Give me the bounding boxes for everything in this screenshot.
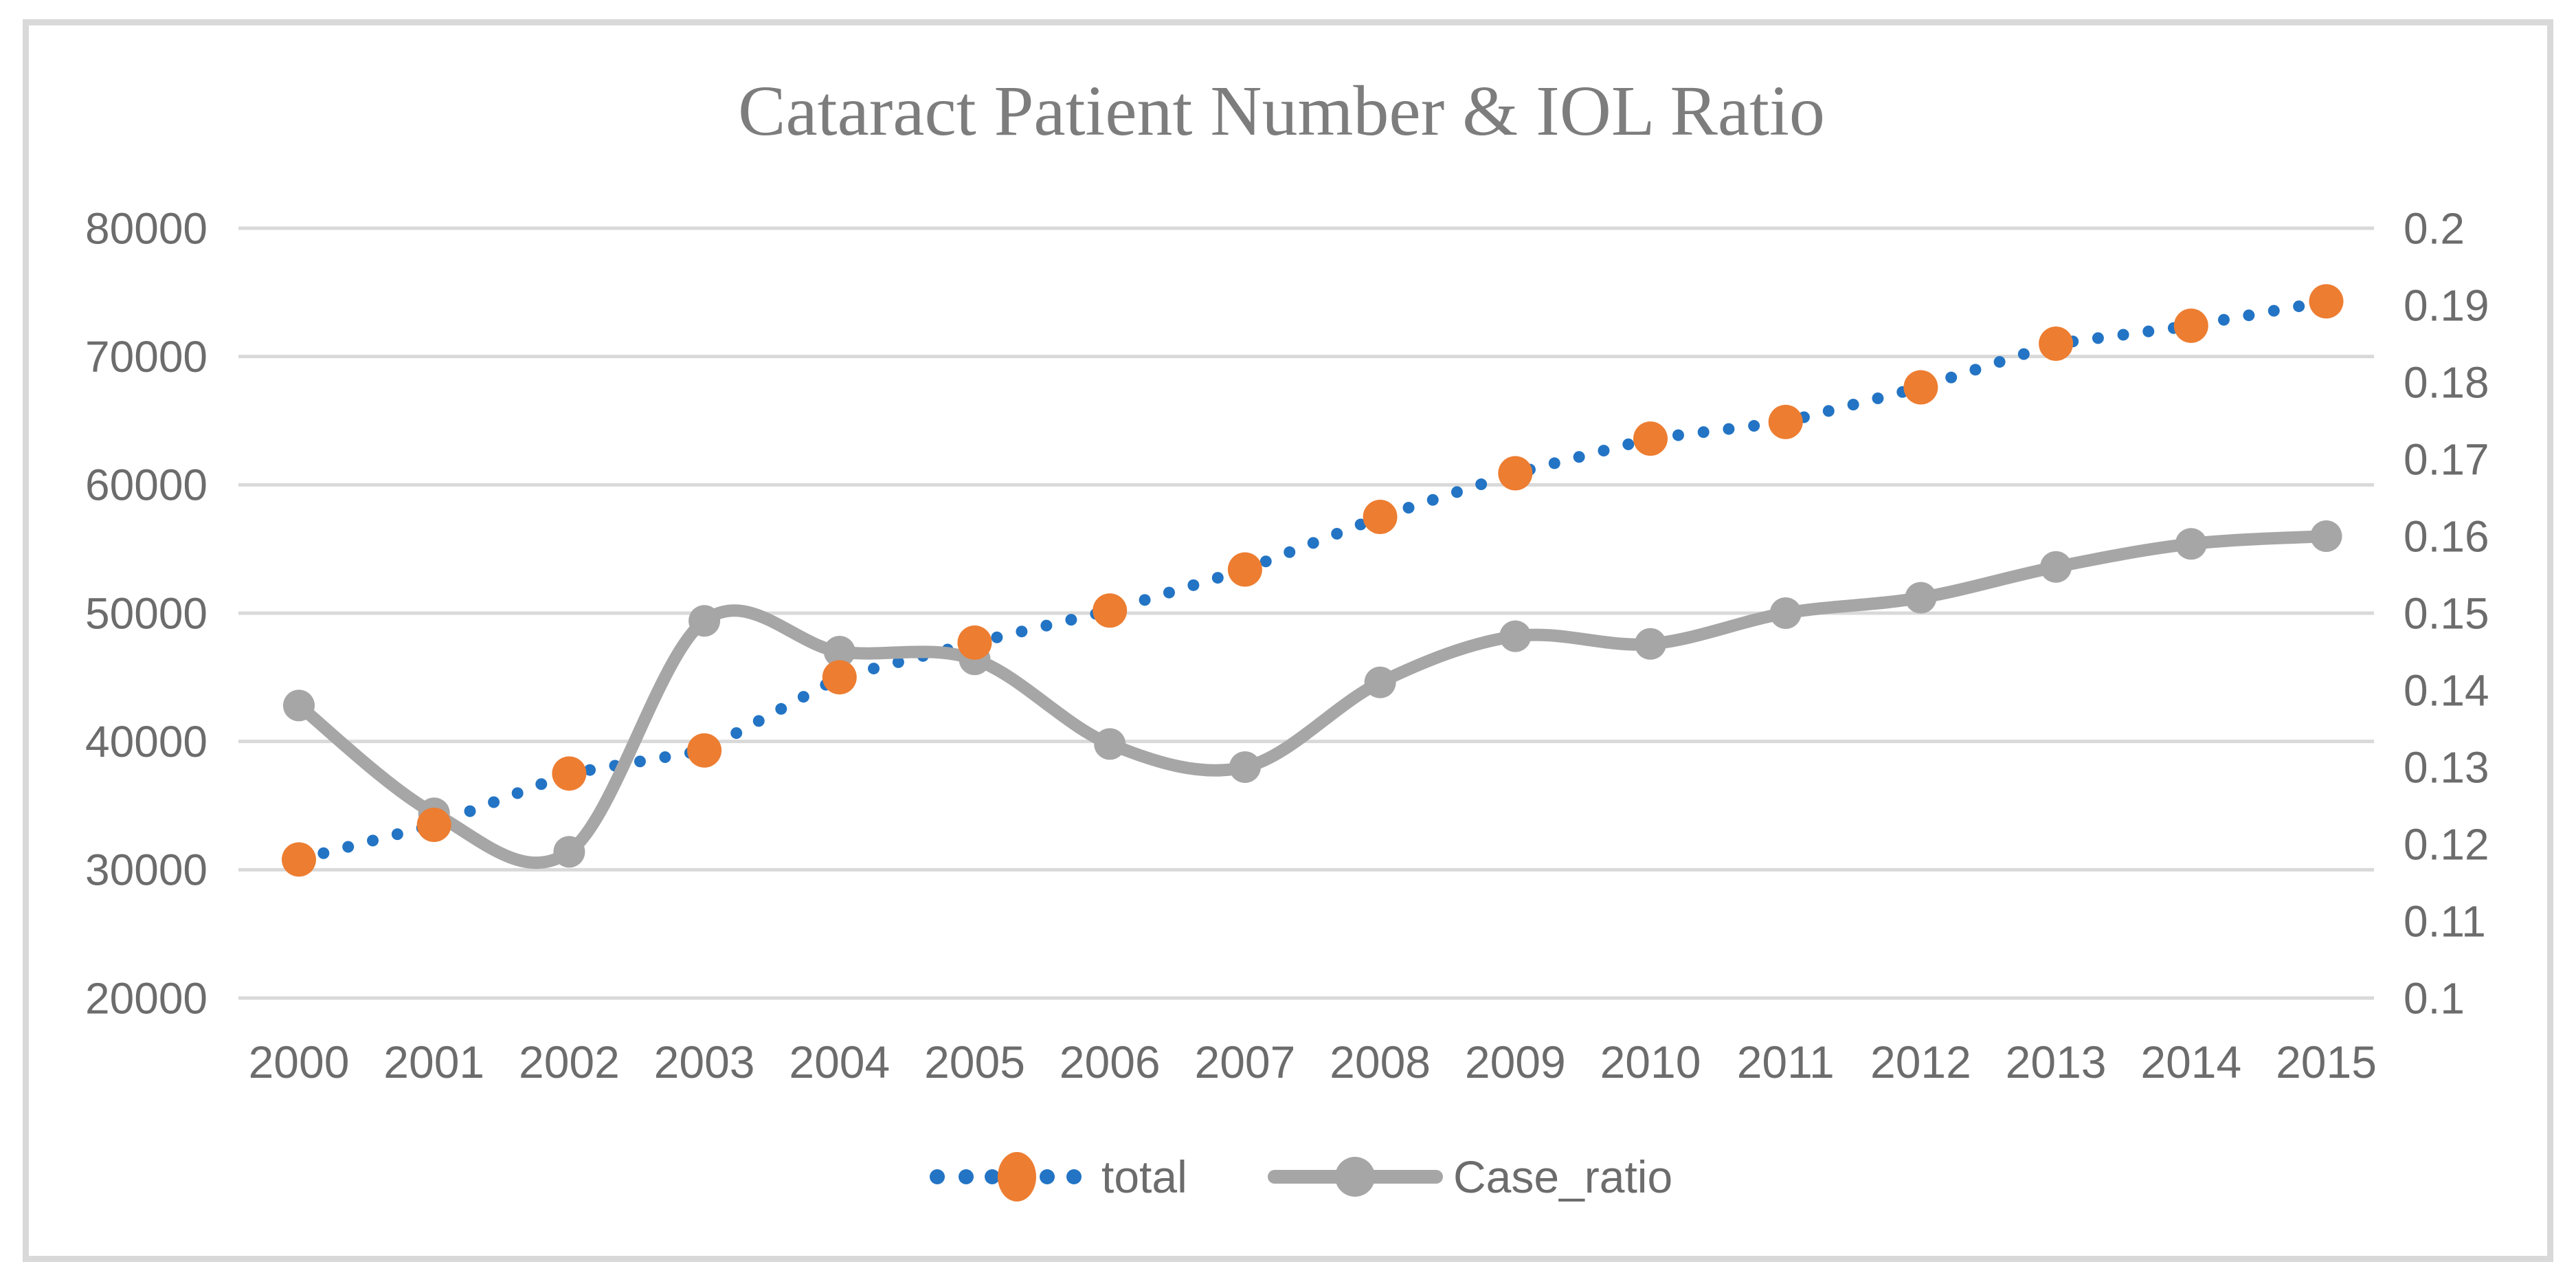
case-ratio-line-sample-icon [1268,1157,1443,1197]
total-marker [957,625,992,660]
total-marker [2039,326,2074,361]
x-axis-tick-label: 2010 [1600,1037,1701,1087]
case-ratio-marker [2175,528,2207,560]
case-ratio-marker [1094,728,1126,760]
case-ratio-marker [1364,666,1396,698]
x-axis-tick-label: 2003 [654,1037,755,1087]
right-axis-tick-label: 0.18 [2404,357,2489,407]
case-ratio-smooth-line [293,530,2333,870]
x-axis-tick-label: 2007 [1194,1037,1295,1087]
total-marker [282,842,316,877]
case-ratio-marker [1769,597,1802,629]
case-ratio-marker [1635,628,1666,660]
left-axis-tick-label: 20000 [85,973,208,1023]
figure-frame [23,19,2553,1262]
x-axis-tick-label: 2009 [1465,1037,1566,1087]
case-ratio-marker [2310,520,2342,552]
total-marker [1093,593,1128,628]
right-axis-tick-label: 0.12 [2404,819,2489,869]
total-marker [1903,370,1938,405]
total-marker [1363,500,1398,534]
chart-title: Cataract Patient Number & IOL Ratio [738,71,1825,151]
case-ratio-marker [2040,551,2072,583]
x-axis-tick-label: 2004 [789,1037,890,1087]
right-axis-tick-label: 0.19 [2404,280,2489,330]
total-marker [822,660,857,695]
case-ratio-marker [1229,751,1261,783]
total-dotted-line [293,295,2332,865]
right-axis-tick-label: 0.17 [2404,434,2489,484]
case-ratio-marker [283,689,315,722]
x-axis-tick-label: 2001 [383,1037,484,1087]
total-marker [687,733,722,768]
x-axis-tick-label: 2011 [1737,1037,1835,1087]
x-axis-tick-label: 2013 [2006,1037,2107,1087]
total-marker [1227,552,1262,587]
total-marker [1633,421,1668,456]
right-axis-tick-label: 0.2 [2404,203,2465,253]
left-axis-tick-label: 50000 [85,588,208,638]
x-axis-tick-label: 2005 [924,1037,1025,1087]
x-axis-tick-label: 2015 [2276,1037,2377,1087]
x-axis-tick-label: 2012 [1870,1037,1971,1087]
total-marker [2309,284,2344,319]
left-y-axis-tick-labels: 80000 70000 60000 50000 40000 30000 20000 [85,203,208,1023]
x-axis-tick-labels: 2000 2001 2002 2003 2004 2005 2006 2007 2008 2009… [249,1037,2377,1087]
x-axis-tick-label: 2006 [1060,1037,1161,1087]
right-axis-tick-label: 0.16 [2404,511,2489,561]
right-axis-tick-label: 0.1 [2404,973,2465,1023]
left-axis-tick-label: 60000 [85,461,208,510]
left-axis-tick-label: 30000 [85,845,208,895]
legend-item-total: total [930,1151,1187,1202]
total-series-markers [282,284,2344,877]
case-ratio-marker [1499,620,1532,652]
right-axis-tick-label: 0.11 [2404,896,2486,946]
case-ratio-series [283,520,2342,870]
case-ratio-marker [1905,582,1937,614]
left-axis-tick-label: 40000 [85,717,208,766]
left-axis-tick-label: 80000 [85,203,208,253]
right-y-axis-tick-labels: 0.2 0.19 0.18 0.17 0.16 0.15 0.14 0.13 0.12 0.11 0… [2404,203,2489,1023]
case-ratio-marker [688,605,721,637]
x-axis-tick-label: 2000 [249,1037,350,1087]
total-marker [552,756,587,791]
total-marker [2173,308,2208,343]
legend: total Case_ratio [930,1151,1672,1202]
legend-label-total: total [1101,1151,1187,1202]
x-axis-tick-label: 2002 [519,1037,620,1087]
right-axis-tick-label: 0.14 [2404,665,2489,715]
left-axis-tick-label: 70000 [85,332,208,381]
total-line-sample-icon [930,1152,1082,1202]
legend-label-case-ratio: Case_ratio [1453,1151,1672,1202]
legend-item-case-ratio: Case_ratio [1268,1151,1672,1202]
case-ratio-marker [553,836,585,868]
x-axis-tick-label: 2014 [2140,1037,2241,1087]
case-ratio-marker [823,636,855,667]
total-marker [1768,404,1803,439]
total-series-line [293,295,2332,865]
right-axis-tick-label: 0.13 [2404,742,2489,792]
x-axis-tick-label: 2008 [1330,1037,1431,1087]
total-marker [1498,456,1533,491]
right-axis-tick-label: 0.15 [2404,588,2489,638]
total-marker [416,808,451,842]
